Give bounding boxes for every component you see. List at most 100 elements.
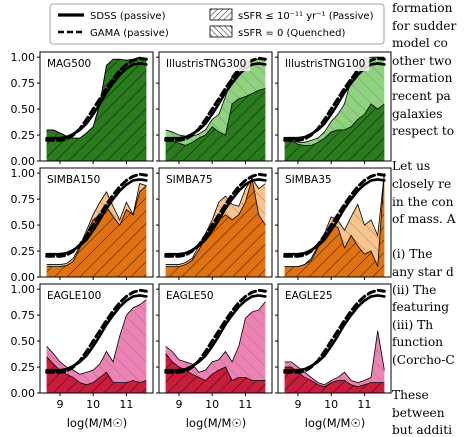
quenched-hatch [165,353,266,393]
legend-label-sdss: SDSS (passive) [90,11,166,22]
y-tick-label: 0.75 [11,309,36,322]
sdss-line [283,294,386,372]
panel-frame [277,283,392,394]
panel-title-box [281,55,370,71]
y-tick-label: 0.75 [11,193,36,206]
gama-line [45,56,148,142]
side-text-line [392,141,474,159]
side-text-line: Let us [392,159,431,174]
panel-plot-area [164,172,267,277]
panel-frame [158,283,273,394]
panel-title-box [162,55,251,71]
figure: SDSS (passive) GAMA (passive) sSFR ≤ 10⁻… [11,3,392,430]
y-tick-label: 1.00 [11,283,36,296]
panel-title-box [281,287,337,303]
panel-frame [39,167,154,278]
panel-title: MAG500 [47,58,91,70]
x-tick-label: 11 [238,398,252,411]
gama-line [45,288,148,374]
gama-line [283,288,386,374]
gama-line [164,172,267,258]
panel-title-box [162,287,218,303]
quenched-hatch [46,185,147,277]
y-tick-label: 1.00 [11,51,36,64]
passive-edge [46,299,147,375]
side-text-line: model co [392,36,448,51]
panel-frame [277,51,392,162]
panel-title: SIMBA35 [285,174,332,186]
legend-label-passive: sSFR ≤ 10⁻¹¹ yr⁻¹ (Passive) [238,11,374,22]
side-text-line [392,369,474,387]
panel-simba75: SIMBA75 [156,167,273,280]
quenched-hatch [284,173,385,277]
x-tick-label: 10 [86,398,100,411]
panel-title: EAGLE25 [285,290,333,302]
panel-title: SIMBA75 [166,174,213,186]
side-text-line: between [392,405,445,420]
gama-line [45,172,148,258]
quenched-edge [165,178,266,268]
panel-title: EAGLE100 [47,290,101,302]
panel-plot-area [283,172,386,277]
panel-illustristng300: IllustrisTNG300 [156,51,273,164]
panel-title-box [281,171,336,187]
quenched-hatch [165,178,266,277]
y-tick-label: 0.75 [11,77,36,90]
quenched-hatch [46,57,147,161]
panel-simba35: SIMBA35 [275,167,392,280]
side-text-line: galaxies [392,106,443,121]
y-tick-label: 0.25 [11,129,36,142]
y-tick-label: 0.25 [11,245,36,258]
panel-eagle100: EAGLE100 0.00 0.25 0.50 0.75 1.00 9 10 11 [11,283,154,411]
sdss-line [45,62,148,140]
y-tick-label: 0.25 [11,361,36,374]
legend-label-gama: GAMA (passive) [90,28,169,39]
gama-line [164,288,267,374]
legend: SDSS (passive) GAMA (passive) sSFR ≤ 10⁻… [49,3,385,45]
panel-frame [39,51,154,162]
panel-plot-area [283,56,386,161]
panel-title: EAGLE50 [166,290,214,302]
x-tick-label: 11 [119,398,133,411]
sdss-line [164,178,267,256]
side-text-line: any star d [392,264,454,279]
y-tick-label: 1.00 [11,167,36,180]
panel-mag500: MAG500 0.00 0.25 0.50 0.75 1.00 [11,51,154,168]
quenched-edge [284,103,385,146]
panel-title-box [43,171,105,187]
panel-title-box [43,287,106,303]
panel-title: SIMBA150 [47,174,100,186]
panel-title-box [162,171,217,187]
x-tick-label: 10 [324,398,338,411]
x-tick-label: 11 [357,398,371,411]
panel-plot-area [164,56,267,161]
y-tick-label: 0.50 [11,335,36,348]
side-text-line: respect to [392,124,455,139]
panel-plot-area [283,288,386,393]
quenched-edge [284,366,385,388]
sdss-line [164,294,267,372]
y-tick-label: 0.00 [11,387,36,400]
panel-frame [39,283,154,394]
legend-swatch-passive [209,8,233,21]
side-text-line: recent pa [392,88,451,103]
panel-plot-area [45,56,148,161]
side-text-line [392,229,474,247]
side-text-line: but additi [392,423,452,437]
side-text-line: formation [392,1,453,15]
panel-plot-area [45,288,148,393]
side-text-line: featuring [392,300,450,315]
panel-grid: MAG500 0.00 0.25 0.50 0.75 1.00 IllustrisTNG30… [11,51,392,411]
passive-hatch [284,330,385,393]
side-text-line: (Corcho-C [392,352,455,367]
sdss-line [45,294,148,372]
panel-title-box [43,55,96,71]
side-text-line: (ii) The [392,282,437,297]
gama-line [283,172,386,258]
passive-edge [165,301,266,373]
side-text-line: of mass. A [392,212,456,227]
y-tick-label: 0.50 [11,219,36,232]
side-text-line: function [392,335,444,350]
article-side-text: formation for sudder model co other two form… [392,0,474,437]
panel-frame [277,167,392,278]
